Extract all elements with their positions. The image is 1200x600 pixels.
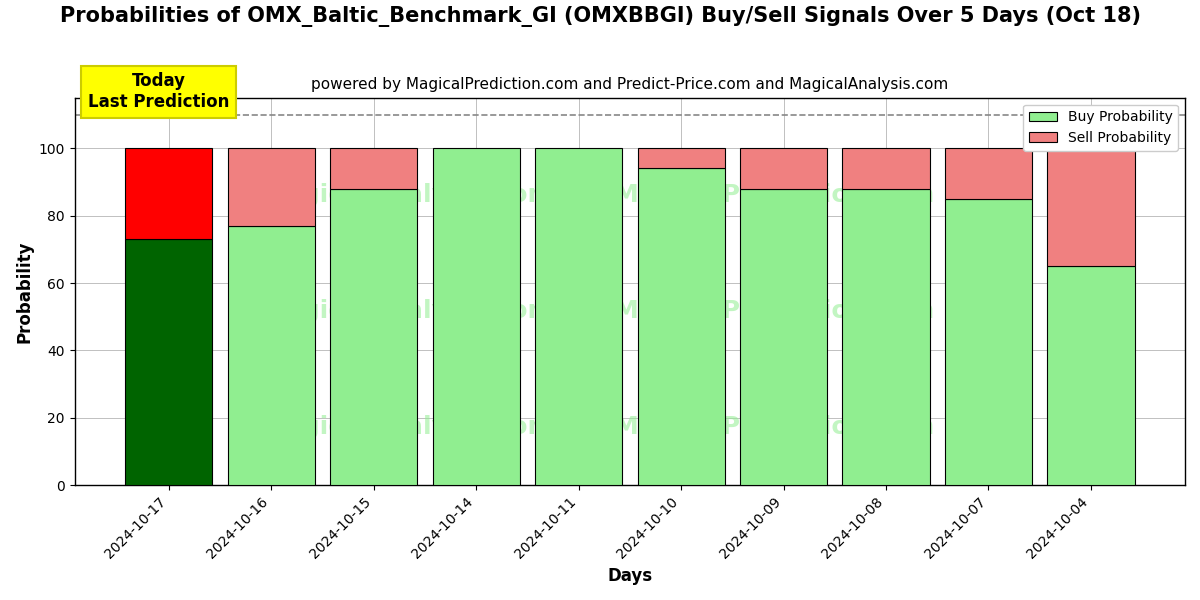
X-axis label: Days: Days	[607, 567, 653, 585]
Bar	[944, 148, 1032, 199]
Text: MagicalAnalysis.com: MagicalAnalysis.com	[260, 299, 554, 323]
Bar	[330, 148, 418, 188]
Text: MagicalPrediction.com: MagicalPrediction.com	[613, 415, 935, 439]
Bar	[637, 148, 725, 169]
Text: MagicalPrediction.com: MagicalPrediction.com	[613, 299, 935, 323]
Bar	[944, 199, 1032, 485]
Bar	[330, 188, 418, 485]
Bar	[228, 226, 314, 485]
Title: powered by MagicalPrediction.com and Predict-Price.com and MagicalAnalysis.com: powered by MagicalPrediction.com and Pre…	[311, 77, 948, 92]
Text: Today
Last Prediction: Today Last Prediction	[88, 73, 229, 111]
Bar	[432, 148, 520, 485]
Bar	[842, 148, 930, 188]
Bar	[842, 188, 930, 485]
Bar	[1048, 148, 1134, 266]
Bar	[637, 169, 725, 485]
Bar	[228, 148, 314, 226]
Bar	[1048, 266, 1134, 485]
Bar	[740, 188, 827, 485]
Text: MagicalPrediction.com: MagicalPrediction.com	[613, 182, 935, 206]
Bar	[535, 148, 622, 485]
Bar	[740, 148, 827, 188]
Bar	[125, 148, 212, 239]
Legend: Buy Probability, Sell Probability: Buy Probability, Sell Probability	[1024, 104, 1178, 151]
Text: Probabilities of OMX_Baltic_Benchmark_GI (OMXBBGI) Buy/Sell Signals Over 5 Days : Probabilities of OMX_Baltic_Benchmark_GI…	[60, 6, 1140, 27]
Text: MagicalAnalysis.com: MagicalAnalysis.com	[260, 182, 554, 206]
Bar	[125, 239, 212, 485]
Text: MagicalAnalysis.com: MagicalAnalysis.com	[260, 415, 554, 439]
Y-axis label: Probability: Probability	[16, 240, 34, 343]
